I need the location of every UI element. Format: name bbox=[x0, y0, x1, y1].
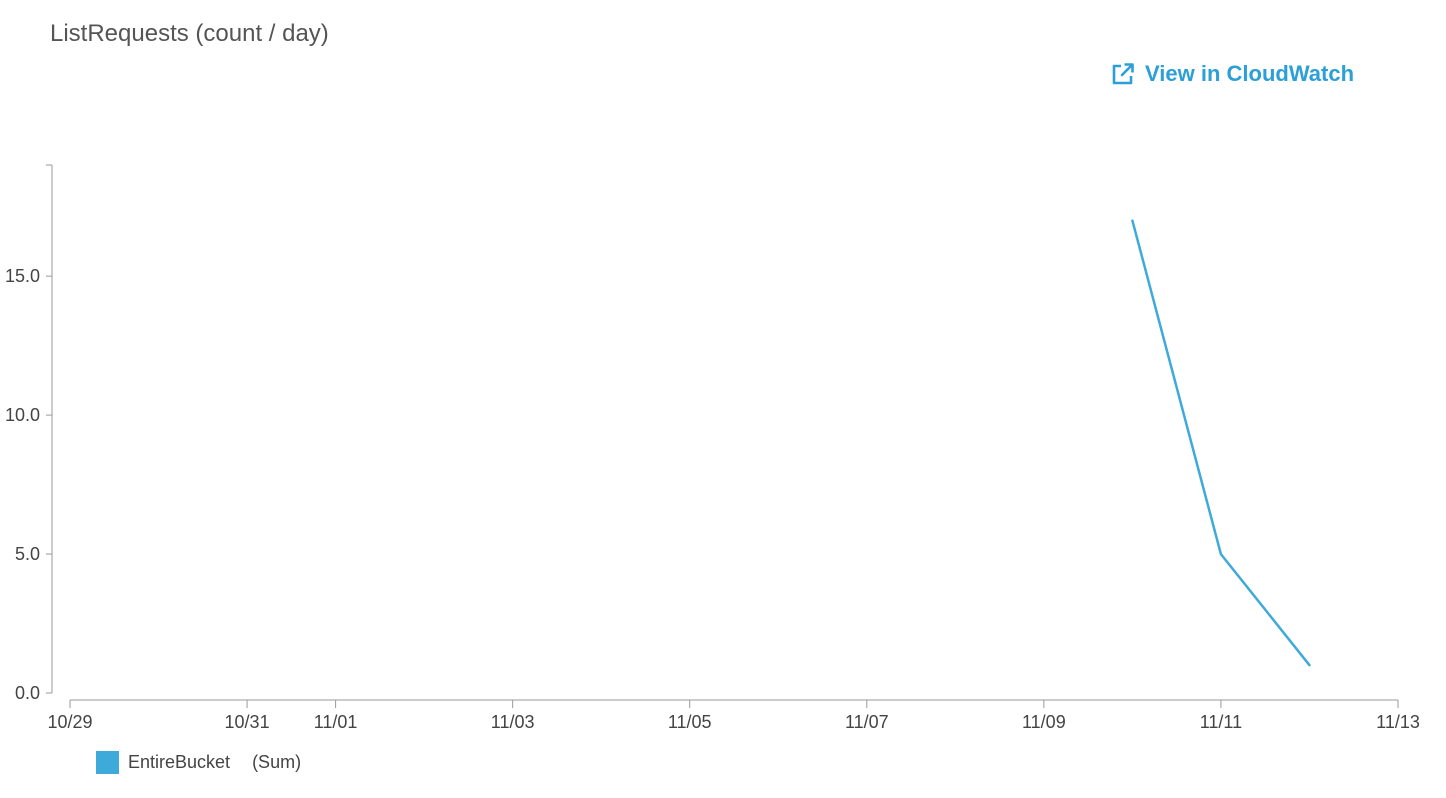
x-tick-label: 11/13 bbox=[1376, 712, 1420, 732]
x-tick-label: 11/09 bbox=[1022, 712, 1066, 732]
y-tick-label: 15.0 bbox=[5, 266, 40, 286]
legend-swatch bbox=[96, 751, 119, 774]
view-in-cloudwatch-label: View in CloudWatch bbox=[1145, 61, 1355, 86]
data-point bbox=[1308, 664, 1311, 667]
y-axis: 0.0 5.0 10.0 15.0 bbox=[5, 164, 53, 703]
legend-series-name: EntireBucket bbox=[128, 752, 231, 772]
y-tick-label: 5.0 bbox=[15, 544, 40, 564]
chart-title: ListRequests (count / day) bbox=[50, 20, 329, 47]
data-point bbox=[1219, 552, 1223, 556]
view-in-cloudwatch-link[interactable]: View in CloudWatch bbox=[1110, 61, 1354, 87]
y-tick-label: 10.0 bbox=[5, 405, 40, 425]
x-tick-label: 11/07 bbox=[845, 712, 889, 732]
series-line-entirebucket bbox=[1131, 220, 1311, 666]
x-tick-label: 11/11 bbox=[1200, 712, 1242, 732]
x-tick-label: 11/03 bbox=[491, 712, 535, 732]
y-tick-label: 0.0 bbox=[15, 683, 40, 703]
external-link-icon bbox=[1110, 61, 1136, 87]
series-layer bbox=[1131, 219, 1311, 667]
x-tick-label: 10/31 bbox=[225, 712, 270, 732]
x-tick-label: 10/29 bbox=[47, 712, 92, 732]
x-tick-label: 11/05 bbox=[668, 712, 712, 732]
legend: EntireBucket (Sum) bbox=[96, 751, 301, 774]
x-axis: 10/29 10/31 11/01 11/03 11/05 11/07 11/09 11/11… bbox=[47, 699, 1420, 732]
x-tick-label: 11/01 bbox=[314, 712, 358, 732]
data-point bbox=[1131, 219, 1134, 222]
legend-statistic: (Sum) bbox=[252, 752, 302, 772]
